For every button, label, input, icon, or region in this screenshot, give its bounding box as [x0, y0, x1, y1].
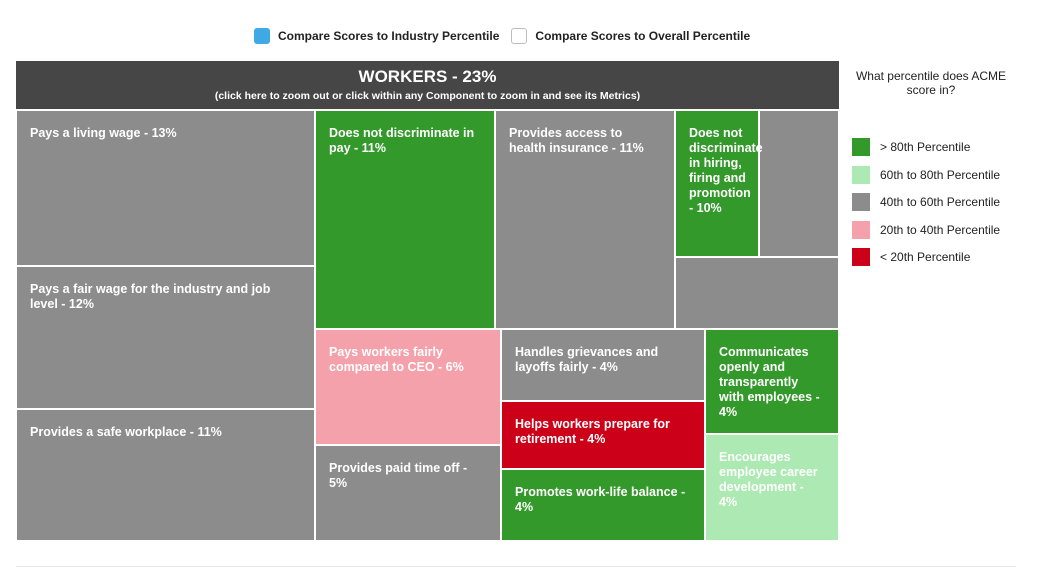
legend-item: 40th to 60th Percentile	[852, 193, 1000, 211]
legend-question: What percentile does ACME score in?	[855, 69, 1007, 97]
cell-retirement[interactable]: Helps workers prepare for retirement - 4…	[501, 401, 705, 469]
legend-label: 40th to 60th Percentile	[880, 195, 1001, 209]
legend-label: 20th to 40th Percentile	[880, 222, 1001, 237]
cell-pays-living-wage[interactable]: Pays a living wage - 13%	[16, 110, 315, 266]
cell-health-insurance[interactable]: Provides access to health insurance - 11…	[495, 110, 675, 329]
cell-paid-time-off[interactable]: Provides paid time off - 5%	[315, 445, 501, 541]
legend-swatch	[852, 220, 870, 239]
checkbox-checked-icon[interactable]	[254, 28, 270, 44]
legend-item: < 20th Percentile	[852, 248, 1000, 266]
legend-item: 60th to 80th Percentile	[852, 165, 1001, 184]
cell-pays-fair-wage[interactable]: Pays a fair wage for the industry and jo…	[16, 266, 315, 409]
cell-career-development[interactable]: Encourages employee career development -…	[705, 434, 839, 541]
industry-percentile-label: Compare Scores to Industry Percentile	[278, 29, 500, 43]
treemap-subtitle: (click here to zoom out or click within …	[214, 90, 641, 102]
legend-swatch	[852, 138, 870, 156]
legend-swatch	[852, 193, 870, 211]
cell-ceo-pay-ratio[interactable]: Pays workers fairly compared to CEO - 6%	[315, 329, 501, 445]
cell-work-life-balance[interactable]: Promotes work-life balance - 4%	[501, 469, 705, 541]
legend-label: 60th to 80th Percentile	[880, 167, 1001, 182]
overall-percentile-label: Compare Scores to Overall Percentile	[535, 29, 751, 43]
cell-communicates-openly[interactable]: Communicates openly and transparently wi…	[705, 329, 839, 434]
overall-percentile-toggle[interactable]: Compare Scores to Overall Percentile	[511, 28, 750, 44]
cell-safe-workplace[interactable]: Provides a safe workplace - 11%	[16, 409, 315, 541]
treemap-title: WORKERS - 23%	[358, 67, 497, 86]
legend-swatch	[852, 248, 870, 266]
cell-no-discrimination-pay[interactable]: Does not discriminate in pay - 11%	[315, 110, 495, 329]
treemap: Pays a living wage - 13% Pays a fair wage…	[16, 110, 839, 541]
legend-label: < 20th Percentile	[880, 250, 971, 264]
legend-label: > 80th Percentile	[880, 140, 971, 154]
legend-item: > 80th Percentile	[852, 138, 1000, 156]
percentile-toggles: Compare Scores to Industry Percentile Co…	[254, 26, 762, 46]
industry-percentile-toggle[interactable]: Compare Scores to Industry Percentile	[254, 28, 499, 44]
cell-background-block	[759, 110, 839, 257]
legend-swatch	[852, 165, 870, 184]
treemap-header-zoom-out[interactable]: WORKERS - 23% (click here to zoom out or…	[16, 61, 839, 109]
divider	[16, 566, 1016, 567]
cell-background-block	[675, 257, 839, 329]
cell-grievances-layoffs[interactable]: Handles grievances and layoffs fairly - …	[501, 329, 705, 401]
cell-no-discrimination-hiring[interactable]: Does not discriminate in hiring, firing …	[675, 110, 763, 257]
checkbox-unchecked-icon[interactable]	[511, 28, 528, 44]
percentile-legend: > 80th Percentile 60th to 80th Percentil…	[852, 138, 1000, 276]
legend-item: 20th to 40th Percentile	[852, 220, 1001, 239]
